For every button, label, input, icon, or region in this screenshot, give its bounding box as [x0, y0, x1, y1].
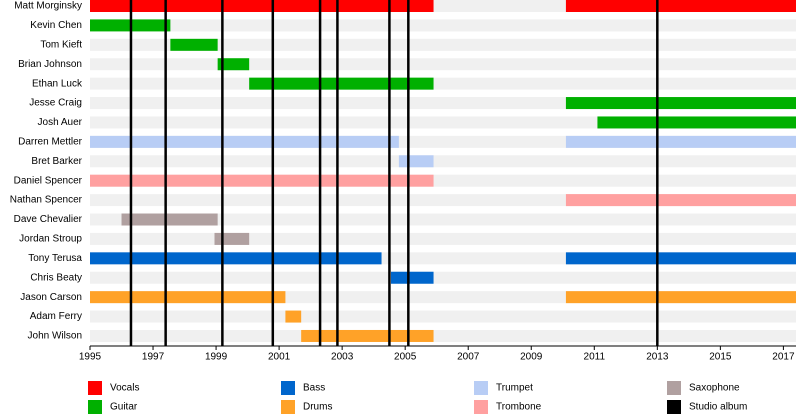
- member-bar: [90, 0, 434, 12]
- x-tick-label: 2009: [520, 352, 543, 363]
- member-label: Bret Barker: [31, 156, 82, 167]
- x-tick-label: 1999: [205, 352, 228, 363]
- member-label: Chris Beaty: [30, 272, 82, 283]
- member-label: Tom Kieft: [40, 39, 82, 50]
- row-stripe: [90, 271, 796, 284]
- member-bar: [565, 194, 796, 207]
- member-label: Darren Mettler: [18, 137, 83, 148]
- x-tick-label: 2017: [772, 352, 795, 363]
- x-tick-label: 2011: [584, 352, 606, 363]
- member-bar: [301, 329, 434, 342]
- member-label: Kevin Chen: [30, 20, 82, 31]
- x-tick-label: 1995: [79, 352, 102, 363]
- legend-label: Guitar: [110, 402, 138, 413]
- member-bar: [249, 77, 434, 90]
- member-bar: [90, 291, 286, 304]
- member-label: Ethan Luck: [32, 78, 83, 89]
- row-stripe: [90, 38, 796, 51]
- row-stripe: [90, 58, 796, 71]
- member-bar: [121, 213, 218, 226]
- legend-label: Drums: [303, 402, 332, 413]
- member-bar: [285, 310, 302, 323]
- row-stripe: [90, 116, 796, 129]
- legend-label: Trumpet: [496, 383, 533, 394]
- member-label: Adam Ferry: [30, 311, 82, 322]
- member-label: Matt Morginsky: [14, 1, 82, 12]
- member-bar: [565, 291, 796, 304]
- member-bar: [90, 135, 399, 148]
- legend-swatch: [88, 381, 102, 395]
- legend-swatch: [667, 400, 681, 414]
- member-label: John Wilson: [28, 331, 82, 342]
- member-label: Jason Carson: [20, 292, 82, 303]
- member-bar: [398, 155, 434, 168]
- member-bar: [90, 174, 434, 187]
- member-bar: [90, 252, 382, 265]
- member-bar: [597, 116, 796, 129]
- legend-label: Bass: [303, 383, 325, 394]
- member-label: Dave Chevalier: [14, 214, 83, 225]
- member-bar: [565, 252, 796, 265]
- member-bar: [217, 58, 250, 71]
- member-bar: [565, 97, 796, 110]
- legend-swatch: [667, 381, 681, 395]
- row-stripe: [90, 329, 796, 342]
- row-stripe: [90, 213, 796, 226]
- member-bar: [565, 135, 796, 148]
- member-bar: [390, 271, 434, 284]
- member-label: Josh Auer: [38, 117, 83, 128]
- row-stripe: [90, 77, 796, 90]
- row-stripe: [90, 155, 796, 168]
- x-tick-label: 2015: [709, 352, 732, 363]
- x-tick-label: 2001: [268, 352, 291, 363]
- member-bar: [170, 38, 218, 51]
- legend-label: Studio album: [689, 402, 747, 413]
- x-tick-label: 2007: [457, 352, 480, 363]
- member-label: Tony Terusa: [28, 253, 82, 264]
- member-label: Daniel Spencer: [14, 175, 83, 186]
- legend-swatch: [88, 400, 102, 414]
- row-stripe: [90, 232, 796, 245]
- legend-label: Saxophone: [689, 383, 740, 394]
- member-label: Jesse Craig: [29, 98, 82, 109]
- x-tick-label: 2003: [331, 352, 354, 363]
- legend-swatch: [281, 381, 295, 395]
- member-bar: [565, 0, 796, 12]
- row-stripe: [90, 310, 796, 323]
- x-tick-label: 1997: [142, 352, 165, 363]
- legend-swatch: [281, 400, 295, 414]
- member-label: Brian Johnson: [18, 59, 82, 70]
- row-stripe: [90, 19, 796, 32]
- x-tick-label: 2013: [646, 352, 669, 363]
- legend-swatch: [474, 381, 488, 395]
- x-tick-label: 2005: [394, 352, 417, 363]
- legend-swatch: [474, 400, 488, 414]
- legend-label: Vocals: [110, 383, 139, 394]
- member-label: Nathan Spencer: [10, 195, 83, 206]
- member-label: Jordan Stroup: [19, 234, 82, 245]
- legend-label: Trombone: [496, 402, 542, 413]
- member-bar: [214, 232, 250, 245]
